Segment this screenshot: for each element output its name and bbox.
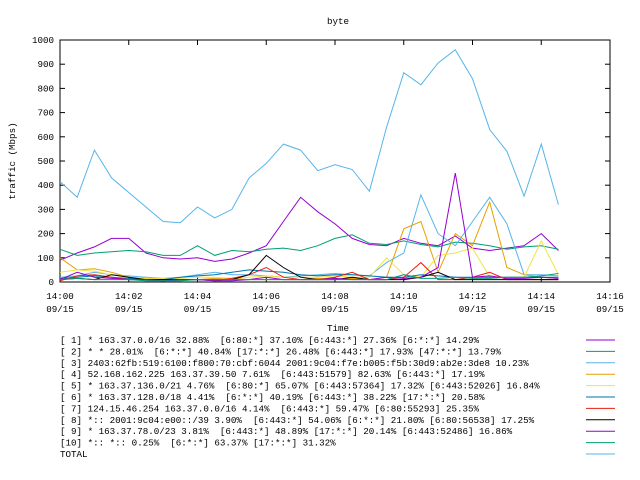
x-tick-label: 14:08 [321, 291, 349, 302]
x-tick-date: 09/15 [46, 304, 74, 315]
series-line [59, 234, 559, 256]
x-tick-date: 09/15 [527, 304, 555, 315]
series-line [59, 193, 559, 279]
x-tick-label: 14:00 [46, 291, 74, 302]
x-tick-label: 14:14 [527, 291, 555, 302]
y-tick-label: 700 [37, 108, 54, 119]
series-line [59, 273, 559, 282]
x-tick-date: 09/15 [459, 304, 487, 315]
legend-label: TOTAL [60, 449, 88, 460]
legend-label: [ 9] * 163.37.78.0/23 3.81% [6:443:*] 48… [60, 426, 513, 437]
legend-label: [ 8] *:: 2001:9c04:e00::/39 3.90% [6:443… [60, 415, 535, 426]
legend-label: [ 6] * 163.37.128.0/18 4.41% [6:*:*] 40.… [60, 392, 485, 403]
series-line [59, 196, 559, 262]
y-tick-label: 1000 [32, 35, 54, 46]
x-tick-label: 14:16 [596, 291, 624, 302]
x-tick-date: 09/15 [596, 304, 624, 315]
y-tick-label: 0 [48, 277, 54, 288]
legend-label: [ 5] * 163.37.136.0/21 4.76% [6:80:*] 65… [60, 381, 540, 392]
legend-label: [ 3] 2403:62fb:519:6100:f800:70:cbf:6044… [60, 358, 529, 369]
legend-label: [10] *:: *:: 0.25% [6:*:*] 63.37% [17:*:… [60, 438, 336, 449]
x-tick-date: 09/15 [252, 304, 280, 315]
legend-label: [ 4] 52.168.162.225 163.37.39.50 7.61% [… [60, 369, 485, 380]
x-tick-label: 14:12 [459, 291, 487, 302]
y-tick-label: 400 [37, 180, 54, 191]
x-axis-label: Time [327, 323, 349, 334]
y-tick-label: 100 [37, 253, 54, 264]
series-line [59, 48, 559, 224]
series-line [59, 239, 559, 279]
x-tick-label: 14:04 [184, 291, 212, 302]
plot-frame [59, 39, 611, 283]
series-line [59, 200, 559, 281]
legend-label: [ 1] * 163.37.0.0/16 32.88% [6:80:*] 37.… [60, 335, 480, 346]
x-tick-date: 09/15 [321, 304, 349, 315]
x-tick-label: 14:06 [252, 291, 280, 302]
y-tick-label: 800 [37, 83, 54, 94]
y-axis-label: traffic (Mbps) [7, 122, 18, 199]
y-tick-label: 200 [37, 229, 54, 240]
y-tick-label: 600 [37, 132, 54, 143]
y-tick-label: 500 [37, 156, 54, 167]
x-tick-date: 09/15 [184, 304, 212, 315]
y-tick-label: 900 [37, 59, 54, 70]
legend-label: [ 2] * * 28.01% [6:*:*] 40.84% [17:*:*] … [60, 346, 502, 357]
x-tick-label: 14:10 [390, 291, 418, 302]
chart-title: byte [327, 16, 349, 27]
series-line [59, 173, 559, 282]
legend-label: [ 7] 124.15.46.254 163.37.0.0/16 4.14% [… [60, 403, 480, 414]
x-tick-label: 14:02 [115, 291, 143, 302]
x-tick-date: 09/15 [115, 304, 143, 315]
y-tick-label: 300 [37, 204, 54, 215]
x-tick-date: 09/15 [390, 304, 418, 315]
